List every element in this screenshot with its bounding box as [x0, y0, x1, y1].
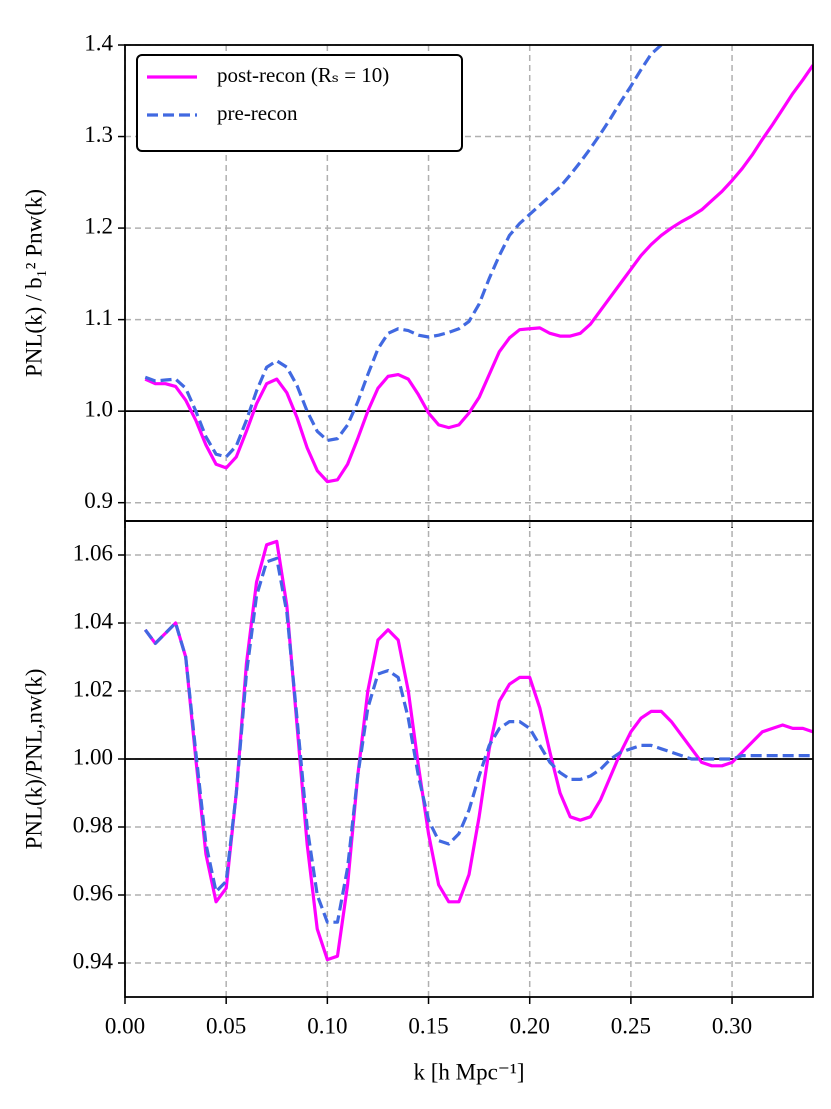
- plot-area: [143, 539, 813, 962]
- y-axis-label: PNL(k) / b₁² Pnw(k): [21, 189, 46, 377]
- y-tick-label: 1.0: [84, 396, 113, 421]
- series-line: [143, 556, 813, 924]
- series-line: [144, 45, 663, 459]
- series-line: [143, 539, 813, 962]
- y-tick-label: 1.04: [73, 608, 114, 633]
- y-axis-label: PNL(k)/PNL,nw(k): [21, 669, 46, 850]
- x-tick-label: 0.20: [510, 1013, 550, 1038]
- y-tick-label: 1.2: [84, 213, 113, 238]
- x-tick-label: 0.15: [408, 1013, 448, 1038]
- y-tick-label: 0.9: [84, 488, 113, 513]
- y-tick-label: 1.02: [73, 676, 113, 701]
- x-axis-label: k [h Mpc⁻¹]: [413, 1059, 524, 1084]
- legend-label: pre-recon: [217, 101, 298, 125]
- plot-area: [144, 45, 813, 484]
- y-tick-label: 1.1: [84, 305, 113, 330]
- axes-frame: [124, 520, 814, 998]
- x-tick-label: 0.00: [105, 1013, 145, 1038]
- x-tick-label: 0.25: [611, 1013, 651, 1038]
- x-tick-label: 0.10: [307, 1013, 347, 1038]
- y-tick-label: 1.00: [73, 744, 113, 769]
- y-tick-label: 0.94: [73, 948, 114, 973]
- series-line: [144, 64, 813, 484]
- legend-label: post-recon (Rₛ = 10): [217, 63, 389, 87]
- y-tick-label: 1.06: [73, 540, 113, 565]
- y-tick-label: 1.3: [84, 122, 113, 147]
- y-tick-label: 0.98: [73, 812, 113, 837]
- x-tick-label: 0.05: [206, 1013, 246, 1038]
- legend-box: [136, 54, 463, 152]
- y-tick-label: 1.4: [84, 30, 113, 55]
- y-tick-label: 0.96: [73, 880, 113, 905]
- x-tick-label: 0.30: [712, 1013, 752, 1038]
